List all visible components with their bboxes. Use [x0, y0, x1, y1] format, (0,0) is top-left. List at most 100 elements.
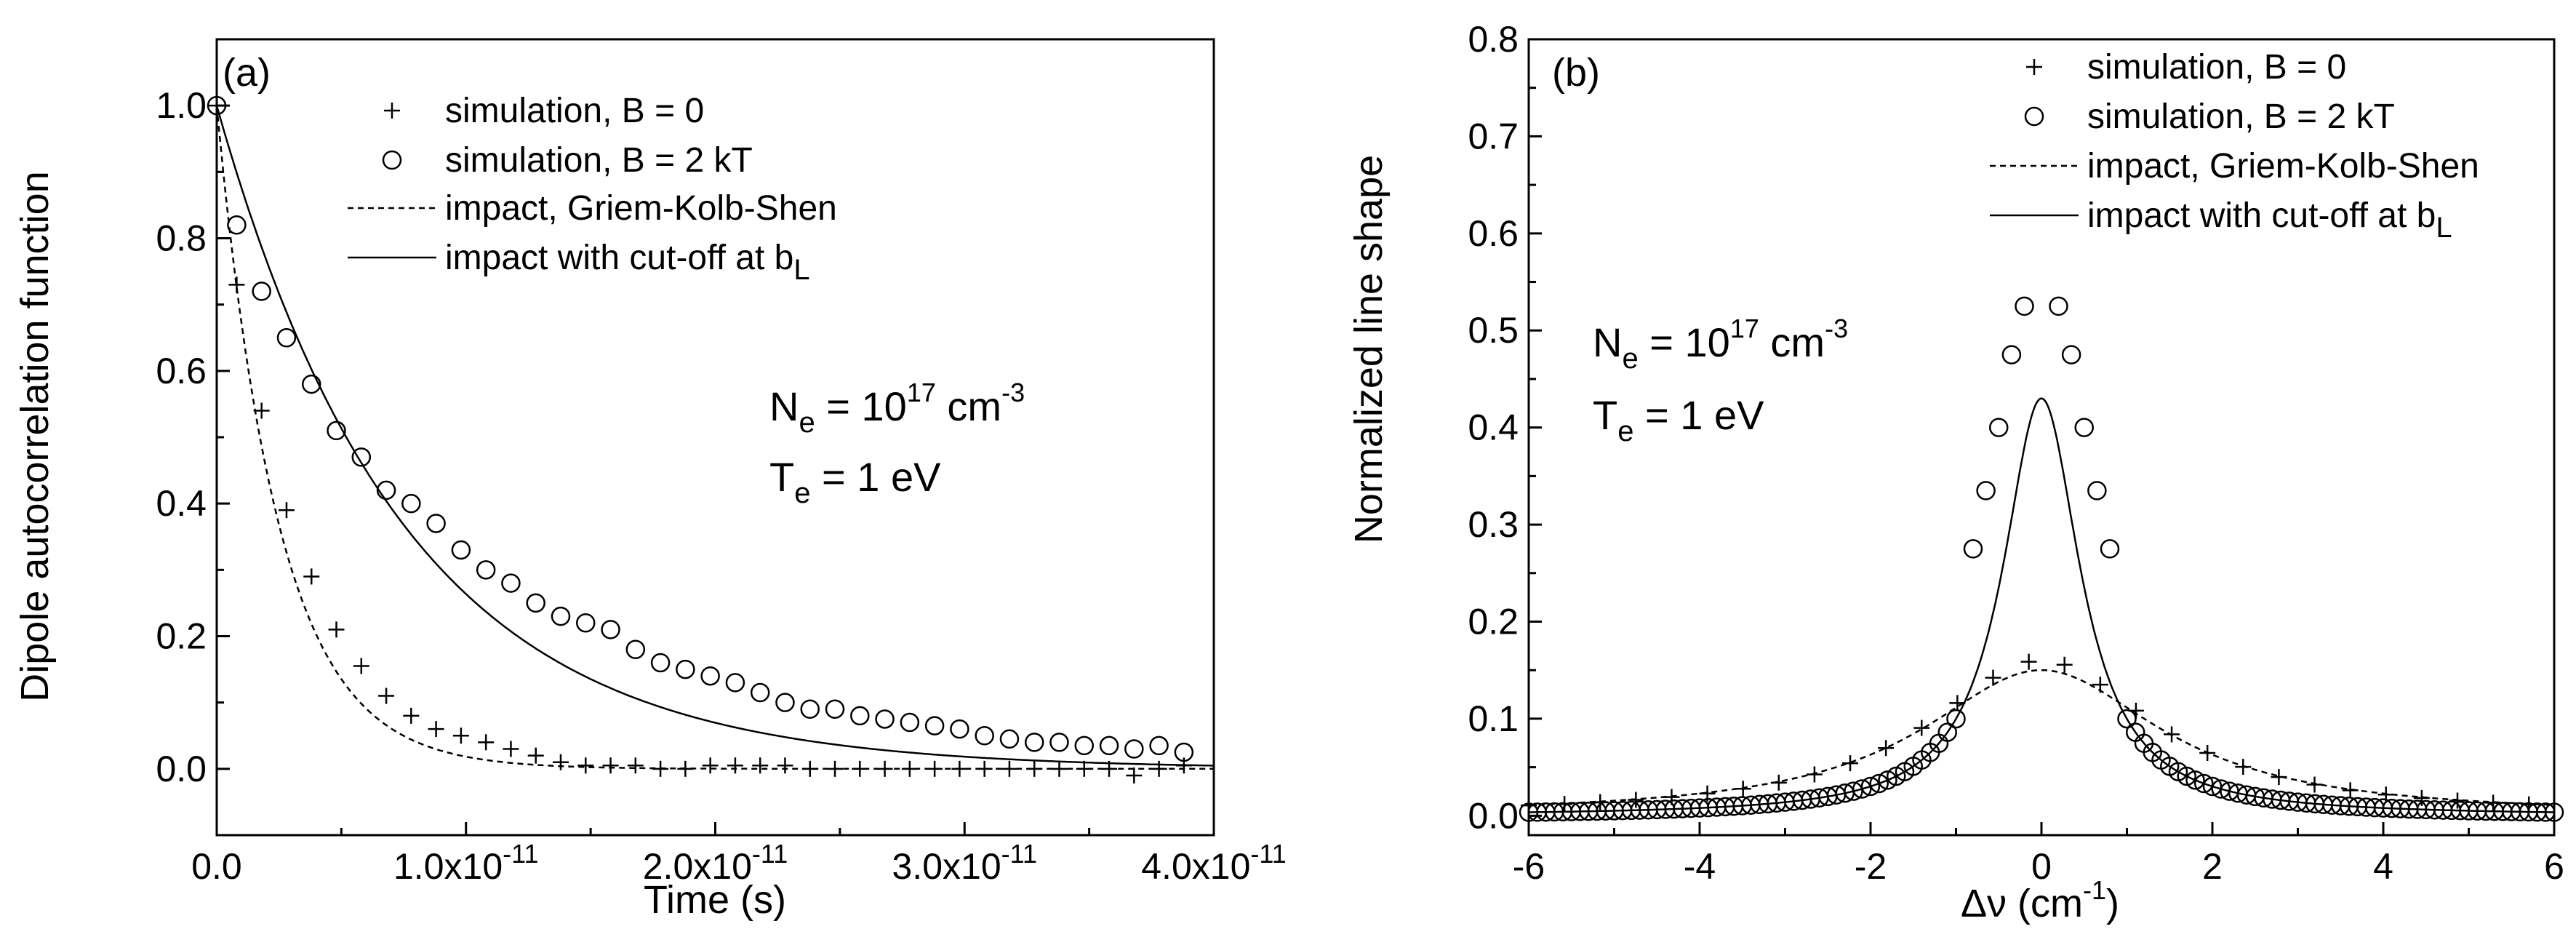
data-point-plus	[2235, 759, 2252, 775]
data-point-circle	[650, 653, 671, 673]
data-point-plus	[1001, 760, 1017, 777]
data-point-circle	[850, 706, 870, 726]
x-tick-label: 2.0x10-11	[643, 839, 788, 887]
data-point-circle	[825, 699, 845, 719]
x-tick-label: -2	[1855, 846, 1887, 887]
data-point-plus	[2092, 677, 2108, 693]
data-point-plus	[478, 734, 495, 751]
legend-plus-label: simulation, B = 0	[445, 92, 704, 130]
data-point-plus	[1770, 774, 1787, 791]
data-point-plus	[253, 402, 270, 419]
data-point-circle	[2117, 709, 2137, 729]
data-point-circle	[2194, 773, 2214, 794]
data-point-plus	[577, 757, 594, 774]
y-tick-label: 0.6	[156, 351, 207, 391]
panel-a-label: (a)	[223, 51, 271, 95]
data-point-plus	[428, 721, 444, 738]
data-point-circle	[351, 447, 372, 467]
data-point-circle	[2100, 539, 2120, 559]
data-point-plus	[951, 760, 968, 777]
data-point-plus	[1151, 760, 1167, 777]
data-point-circle	[327, 420, 346, 441]
data-point-plus	[1076, 760, 1092, 777]
data-point-circle	[2049, 296, 2068, 316]
data-point-circle	[950, 719, 969, 739]
panel-a-legend: simulation, B = 0 simulation, B = 2 kT i…	[348, 92, 837, 286]
data-point-plus	[1026, 760, 1043, 777]
data-point-circle	[900, 712, 920, 733]
data-point-circle	[252, 282, 271, 301]
legend-dashed-label: impact, Griem-Kolb-Shen	[445, 189, 837, 228]
data-point-plus	[827, 760, 844, 777]
data-point-plus	[1126, 767, 1143, 784]
data-point-circle	[526, 593, 545, 613]
data-point-plus	[2164, 726, 2180, 743]
data-point-circle	[207, 95, 227, 116]
data-point-circle	[2536, 802, 2556, 822]
y-tick-label: 0.6	[1468, 213, 1519, 254]
x-tick-label: -4	[1684, 846, 1716, 887]
data-point-circle	[2087, 481, 2107, 501]
panel-a-x-axis-title: Time (s)	[644, 878, 786, 922]
legend-plus-symbol	[2026, 59, 2042, 75]
data-point-circle	[476, 560, 496, 580]
y-tick-label: 0.2	[156, 616, 207, 657]
data-point-circle	[227, 215, 247, 235]
y-tick-label: 0.8	[1468, 19, 1519, 60]
data-point-circle	[426, 514, 446, 533]
data-point-plus	[777, 757, 793, 774]
panel-b-label: (b)	[1552, 51, 1600, 95]
data-point-plus	[602, 757, 619, 774]
data-point-circle	[1989, 418, 2009, 437]
panel-b-legend: simulation, B = 0 simulation, B = 2 kT i…	[1990, 48, 2479, 244]
data-point-plus	[976, 760, 993, 777]
data-point-plus	[1051, 760, 1068, 777]
data-point-plus	[627, 757, 644, 774]
data-point-plus	[652, 760, 669, 777]
data-point-circle	[1860, 776, 1881, 797]
y-tick-label: 0.7	[1468, 116, 1519, 156]
data-point-circle	[1869, 773, 1889, 794]
data-point-plus	[2056, 656, 2073, 673]
legend-solid-label: impact with cut-off at bL	[2087, 196, 2452, 244]
data-point-plus	[2449, 792, 2465, 809]
data-point-circle	[301, 374, 321, 394]
data-point-circle	[625, 639, 646, 659]
data-point-circle	[700, 666, 720, 686]
data-point-plus	[876, 760, 893, 777]
series-line-impact-cutoff	[215, 105, 1214, 767]
data-point-circle	[2177, 766, 2196, 786]
data-point-circle	[1074, 735, 1095, 756]
data-point-circle	[601, 620, 620, 639]
data-point-plus	[527, 747, 544, 764]
x-tick-label: 0	[2031, 846, 2052, 887]
data-point-plus	[452, 727, 469, 744]
data-point-plus	[2413, 789, 2430, 806]
data-point-circle	[1174, 742, 1194, 762]
y-tick-label: 0.4	[1468, 407, 1519, 448]
panel-a: 0.0 1.0x10-11 2.0x10-11 3.0x10-11 4.0x10-11 …	[13, 38, 1287, 922]
data-point-plus	[353, 658, 369, 674]
data-point-circle	[1049, 733, 1069, 752]
x-tick-label: 2	[2202, 846, 2223, 887]
data-point-circle	[2202, 776, 2223, 797]
x-tick-label: 4	[2373, 846, 2393, 887]
data-point-circle	[1024, 733, 1044, 752]
panel-b-temperature-annotation: Te = 1 eV	[1593, 392, 1764, 447]
data-point-circle	[1099, 735, 1119, 756]
legend-plus-label: simulation, B = 0	[2087, 48, 2346, 87]
series-line-impact-gks	[1529, 669, 2554, 806]
panel-a-y-axis-title: Dipole autocorrelation function	[13, 171, 57, 701]
x-tick-label: -6	[1513, 846, 1545, 887]
data-point-circle	[576, 613, 596, 633]
data-point-circle	[551, 606, 571, 626]
data-point-plus	[801, 760, 818, 777]
data-point-circle	[750, 682, 770, 703]
data-point-circle	[276, 328, 297, 348]
data-point-circle	[875, 709, 895, 729]
data-point-circle	[676, 659, 695, 679]
y-tick-label: 0.4	[156, 483, 207, 524]
data-point-circle	[1946, 709, 1966, 729]
y-tick-label: 0.0	[1468, 795, 1519, 836]
